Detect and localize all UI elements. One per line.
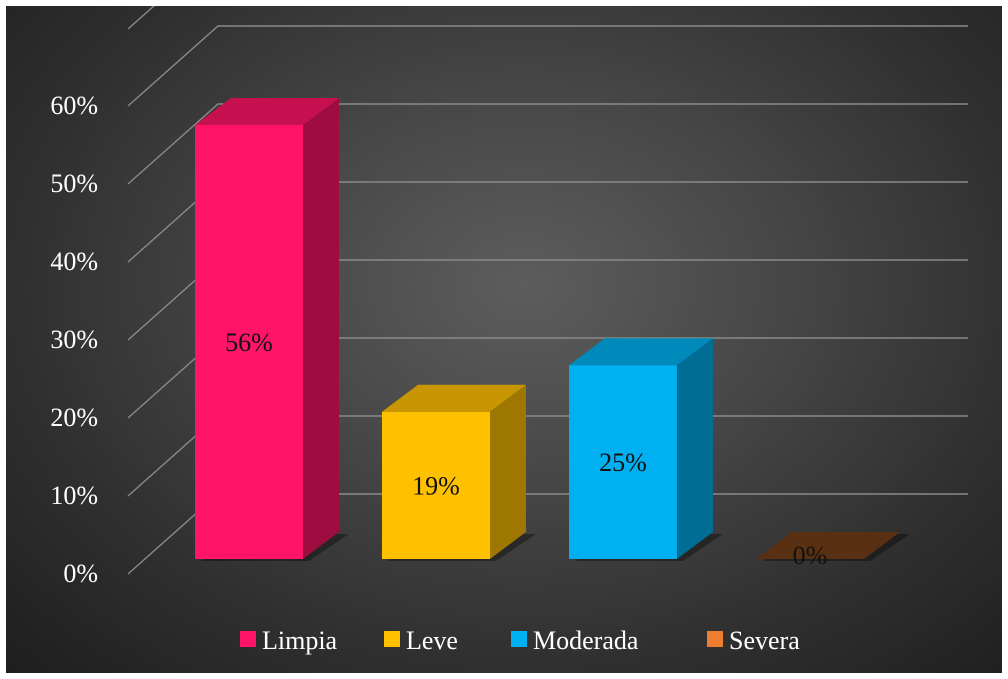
y-tick-label: 40% xyxy=(50,247,98,276)
data-label: 0% xyxy=(793,541,828,570)
legend-swatch xyxy=(707,631,723,647)
bar-severa xyxy=(756,532,910,561)
y-axis-tick-labels: 0% 10% 20% 30% 40% 50% 60% xyxy=(50,91,98,588)
legend-swatch xyxy=(511,631,527,647)
bar-side-face xyxy=(490,385,526,559)
bar-side-face xyxy=(303,98,339,559)
legend-label: Limpia xyxy=(262,626,338,655)
legend: Limpia Leve Moderada Severa xyxy=(240,626,800,655)
bar-side-face xyxy=(677,338,713,559)
data-label: 19% xyxy=(412,471,460,500)
y-tick-label: 20% xyxy=(50,403,98,432)
gridline xyxy=(128,26,968,106)
y-tick-label: 50% xyxy=(50,169,98,198)
legend-label: Leve xyxy=(406,626,458,655)
legend-label: Severa xyxy=(729,626,800,655)
data-label: 56% xyxy=(225,328,273,357)
y-tick-label: 10% xyxy=(50,481,98,510)
y-tick-label: 60% xyxy=(50,91,98,120)
bars xyxy=(195,98,910,561)
bar-chart: 0% 10% 20% 30% 40% 50% 60% 56% 19% 25% 0% Limpia Lev… xyxy=(6,6,1002,673)
data-label: 25% xyxy=(599,448,647,477)
legend-item-limpia: Limpia xyxy=(240,626,338,655)
legend-item-severa: Severa xyxy=(707,626,800,655)
legend-item-moderada: Moderada xyxy=(511,626,639,655)
y-tick-label: 0% xyxy=(63,559,98,588)
legend-swatch xyxy=(384,631,400,647)
y-tick-label: 30% xyxy=(50,325,98,354)
legend-swatch xyxy=(240,631,256,647)
legend-item-leve: Leve xyxy=(384,626,458,655)
chart-frame: 0% 10% 20% 30% 40% 50% 60% 56% 19% 25% 0% Limpia Lev… xyxy=(6,6,1002,673)
legend-label: Moderada xyxy=(533,626,639,655)
